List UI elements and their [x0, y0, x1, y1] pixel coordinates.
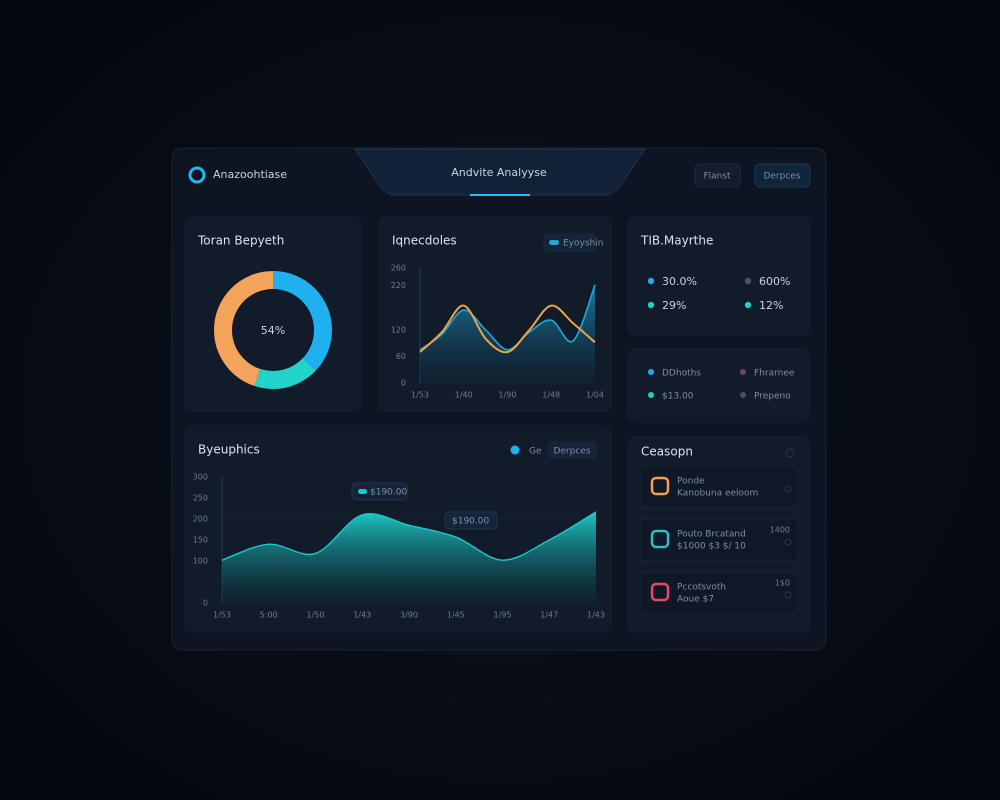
x-tick-label: 1/47: [540, 611, 558, 620]
x-tick-label: 1/53: [411, 391, 429, 400]
y-tick-label: 300: [193, 473, 208, 482]
item-action[interactable]: [784, 538, 792, 546]
list-item[interactable]: [639, 518, 799, 562]
stat-value: 12%: [759, 299, 783, 312]
summary-label: Prepeno: [754, 392, 791, 402]
x-tick-label: 1/53: [213, 611, 231, 620]
y-tick-label: 0: [203, 599, 208, 608]
y-tick-label: 120: [391, 325, 406, 334]
x-tick-label: 1/50: [307, 611, 325, 620]
area-fill: [420, 284, 595, 383]
x-tick-label: 1/43: [587, 611, 605, 620]
x-tick-label: 1/40: [455, 391, 473, 400]
summary-label: DDhoths: [662, 369, 701, 379]
line-series: [419, 284, 596, 351]
x-tick-label: 1/43: [353, 611, 371, 620]
tooltip-dot: [358, 489, 367, 494]
item-subtitle: $1000 $3 $/ 10: [677, 542, 746, 552]
header-tab: [354, 148, 646, 196]
list-item[interactable]: [639, 571, 799, 615]
chip-label: Derpces: [553, 447, 590, 457]
chip-dot: [549, 240, 559, 245]
stat-value: 29%: [662, 299, 686, 312]
panel: [627, 216, 811, 336]
tooltip: [351, 482, 408, 501]
list-item[interactable]: [639, 465, 799, 509]
stat-dot: [744, 277, 752, 285]
summary-dot: [648, 369, 654, 375]
stat-dot: [647, 277, 655, 285]
summary-dot: [740, 392, 746, 398]
chip[interactable]: [543, 233, 597, 252]
item-icon: [650, 476, 670, 496]
line-series: [419, 304, 596, 354]
panel-title: Ceasopn: [641, 445, 693, 459]
area-fill: [222, 511, 596, 603]
stat-value: 600%: [759, 275, 790, 288]
y-tick-label: 100: [193, 557, 208, 566]
item-icon: [650, 582, 670, 602]
item-title: Ponde: [677, 477, 705, 487]
page-title: Andvite Analyyse: [451, 166, 547, 179]
y-tick-label: 60: [396, 352, 406, 361]
x-tick-label: 5:00: [260, 611, 278, 620]
stat-dot: [647, 301, 655, 309]
button[interactable]: [754, 163, 811, 188]
button-label: Derpces: [763, 172, 800, 182]
logo: [188, 166, 206, 184]
item-meta: 1400: [770, 526, 790, 535]
legend-label: Ge: [529, 447, 542, 457]
tooltip-label: $190.00: [370, 488, 407, 498]
item-title: Pouto Brcatand: [677, 530, 746, 540]
x-tick-label: 1/45: [447, 611, 465, 620]
donut-segment: [214, 271, 332, 389]
panel: [627, 348, 811, 423]
item-action[interactable]: [784, 485, 792, 493]
item-icon: [650, 529, 670, 549]
summary-label: $13.00: [662, 392, 694, 402]
x-tick-label: 1/95: [494, 611, 512, 620]
chip-label: Eyoyshin: [563, 239, 603, 249]
item-title: Pccotsvoth: [677, 583, 726, 593]
y-tick-label: 220: [391, 281, 406, 290]
chip[interactable]: [548, 441, 597, 459]
donut-center-label: 54%: [261, 324, 285, 337]
stat-value: 30.0%: [662, 275, 697, 288]
button[interactable]: [694, 163, 741, 188]
item-action[interactable]: [784, 591, 792, 599]
tooltip-label: $190.00: [452, 517, 489, 527]
donut-segment: [214, 271, 332, 389]
brand-name: Anazoohtiase: [213, 168, 287, 181]
panel-title: Iqnecdoles: [392, 234, 457, 248]
summary-dot: [740, 369, 746, 375]
panel-title: Toran Bepyeth: [197, 234, 284, 248]
x-tick-label: 1/04: [586, 391, 604, 400]
item-meta: 1$0: [775, 579, 790, 588]
y-tick-label: 150: [193, 536, 208, 545]
item-subtitle: Kanobuna eeloom: [677, 489, 758, 499]
y-tick-label: 250: [193, 494, 208, 503]
tooltip: [444, 511, 498, 530]
panel-icon: [785, 448, 795, 458]
panel-title: TIB.Mayrthe: [640, 234, 713, 248]
y-tick-label: 200: [193, 515, 208, 524]
y-tick-label: 0: [401, 379, 406, 388]
x-tick-label: 1/48: [542, 391, 560, 400]
x-tick-label: 1/90: [499, 391, 517, 400]
y-tick-label: 260: [391, 264, 406, 273]
x-tick-label: 3/90: [400, 611, 418, 620]
item-subtitle: Aoue $7: [677, 595, 714, 605]
button-label: Flanst: [703, 172, 731, 182]
line-series: [221, 511, 597, 561]
legend-dot: [510, 445, 520, 455]
stat-dot: [744, 301, 752, 309]
summary-dot: [648, 392, 654, 398]
panel-title: Byeuphics: [198, 443, 260, 457]
summary-label: Fhrarnee: [754, 369, 795, 379]
